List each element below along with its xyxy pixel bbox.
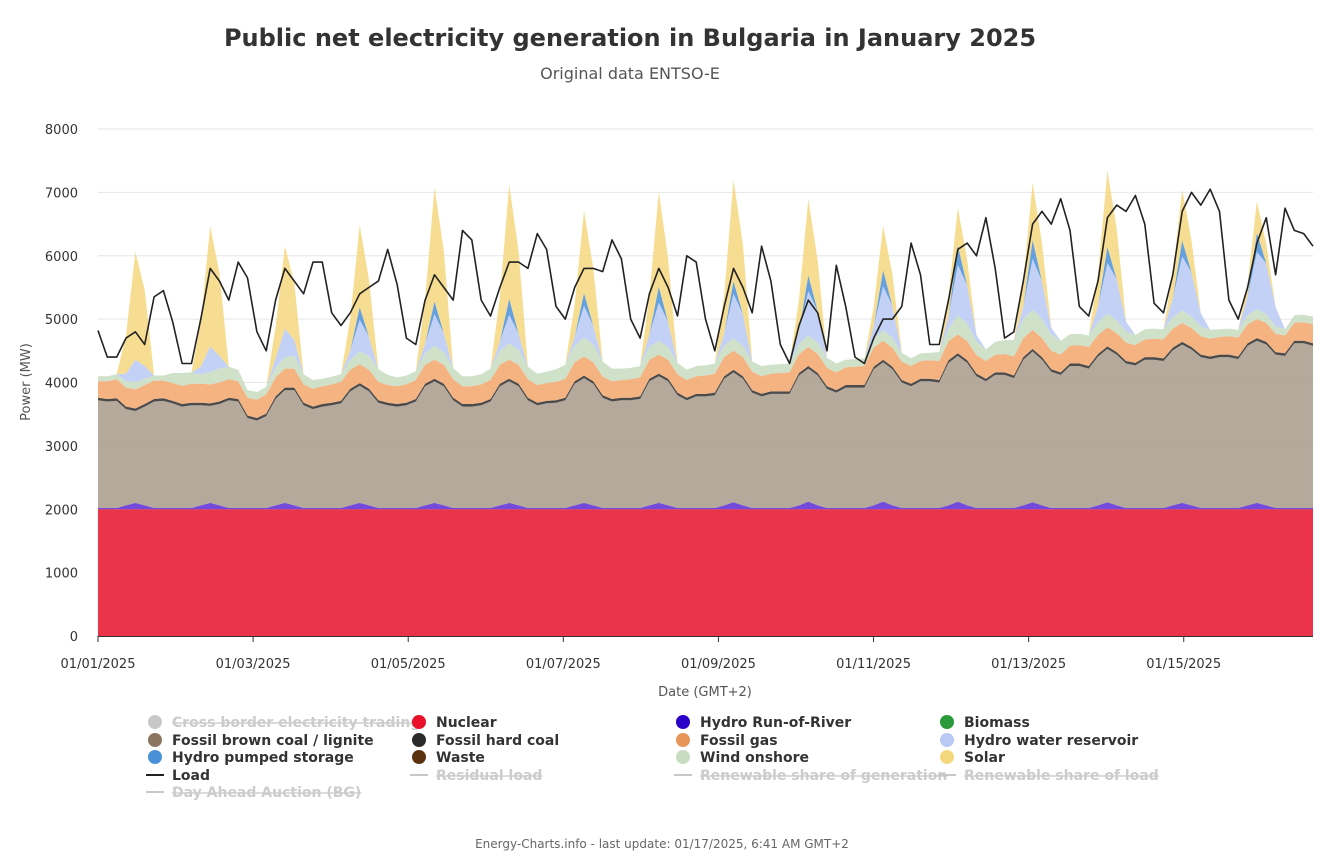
x-tick-label: 01/03/2025 (216, 657, 291, 672)
line-series (97, 188, 1314, 365)
x-tick-label: 01/11/2025 (836, 657, 911, 672)
legend-label: Renewable share of load (964, 768, 1159, 784)
credits-text[interactable]: Energy-Charts.info - last update: 01/17/… (475, 837, 849, 851)
legend-symbol (676, 715, 690, 729)
legend-symbol (940, 715, 954, 729)
y-tick-label: 8000 (45, 123, 78, 138)
legend-label: Residual load (436, 768, 542, 784)
legend-symbol (148, 750, 162, 764)
x-tick-label: 01/07/2025 (526, 657, 601, 672)
legend-item-renewable-share-of-load[interactable]: Renewable share of load (938, 768, 1159, 784)
legend-label: Hydro water reservoir (964, 733, 1138, 749)
y-axis-title: Power (MW) (19, 343, 34, 421)
legend-label: Hydro pumped storage (172, 750, 354, 766)
legend-item-cross-border-electricity-trading[interactable]: Cross border electricity trading (148, 715, 420, 731)
legend-item-nuclear[interactable]: Nuclear (412, 715, 497, 731)
legend-label: Fossil brown coal / lignite (172, 733, 374, 749)
legend-symbol (940, 733, 954, 747)
legend-item-solar[interactable]: Solar (940, 750, 1005, 766)
x-tick-label: 01/05/2025 (371, 657, 446, 672)
chart-subtitle: Original data ENTSO-E (540, 64, 720, 83)
x-axis-title: Date (GMT+2) (658, 685, 752, 700)
legend-label: Day Ahead Auction (BG) (172, 785, 361, 801)
legend-item-hydro-run-of-river[interactable]: Hydro Run-of-River (676, 715, 851, 731)
y-tick-label: 6000 (45, 250, 78, 265)
area-hydro-run-of-river[interactable] (98, 501, 1313, 510)
legend-label: Wind onshore (700, 750, 809, 766)
legend-symbol (148, 733, 162, 747)
legend-symbol (676, 733, 690, 747)
legend-label: Cross border electricity trading (172, 715, 420, 731)
legend-item-hydro-pumped-storage[interactable]: Hydro pumped storage (148, 750, 354, 766)
legend-symbol (148, 715, 162, 729)
y-tick-label: 3000 (45, 440, 78, 455)
legend-item-load[interactable]: Load (146, 768, 210, 784)
legend-symbol (676, 750, 690, 764)
y-tick-label: 4000 (45, 377, 78, 392)
legend-item-hydro-water-reservoir[interactable]: Hydro water reservoir (940, 733, 1138, 749)
y-tick-label: 1000 (45, 567, 78, 582)
x-tick-label: 01/15/2025 (1146, 657, 1221, 672)
area-fossil-gas[interactable] (98, 319, 1313, 418)
legend-label: Biomass (964, 715, 1030, 731)
x-axis: 01/01/2025 01/03/2025 01/05/2025 01/07/2025… (61, 636, 1313, 672)
legend-label: Waste (436, 750, 485, 766)
legend-item-wind-onshore[interactable]: Wind onshore (676, 750, 809, 766)
legend-label: Hydro Run-of-River (700, 715, 851, 731)
line-load[interactable] (97, 188, 1314, 365)
legend-item-renewable-share-of-generation[interactable]: Renewable share of generation (674, 768, 947, 784)
y-tick-label: 0 (70, 630, 78, 645)
legend-item-fossil-brown-coal-lignite[interactable]: Fossil brown coal / lignite (148, 733, 374, 749)
plot-area[interactable] (98, 170, 1313, 636)
legend: Cross border electricity trading Nuclear H… (146, 715, 1159, 801)
legend-label: Fossil gas (700, 733, 778, 749)
legend-item-fossil-hard-coal[interactable]: Fossil hard coal (412, 733, 559, 749)
x-tick-label: 01/01/2025 (61, 657, 136, 672)
y-tick-label: 2000 (45, 503, 78, 518)
x-tick-label: 01/09/2025 (681, 657, 756, 672)
legend-label: Nuclear (436, 715, 497, 731)
legend-label: Renewable share of generation (700, 768, 947, 784)
legend-label: Solar (964, 750, 1005, 766)
legend-item-biomass[interactable]: Biomass (940, 715, 1030, 731)
area-nuclear[interactable] (98, 509, 1313, 636)
area-fossil-brown-coal-lignite[interactable] (98, 340, 1313, 508)
chart-title: Public net electricity generation in Bul… (224, 24, 1036, 52)
legend-item-residual-load[interactable]: Residual load (410, 768, 542, 784)
legend-symbol (412, 715, 426, 729)
legend-symbol (412, 733, 426, 747)
area-wind-onshore[interactable] (98, 309, 1313, 400)
legend-item-waste[interactable]: Waste (412, 750, 485, 766)
y-axis: 0 1000 2000 3000 4000 5000 6000 7000 8000 (45, 123, 78, 645)
legend-item-fossil-gas[interactable]: Fossil gas (676, 733, 778, 749)
y-tick-label: 7000 (45, 186, 78, 201)
legend-label: Fossil hard coal (436, 733, 559, 749)
legend-symbol (412, 750, 426, 764)
legend-item-day-ahead-auction-bg[interactable]: Day Ahead Auction (BG) (146, 785, 361, 801)
y-tick-label: 5000 (45, 313, 78, 328)
legend-symbol (940, 750, 954, 764)
x-tick-label: 01/13/2025 (991, 657, 1066, 672)
legend-label: Load (172, 768, 210, 784)
